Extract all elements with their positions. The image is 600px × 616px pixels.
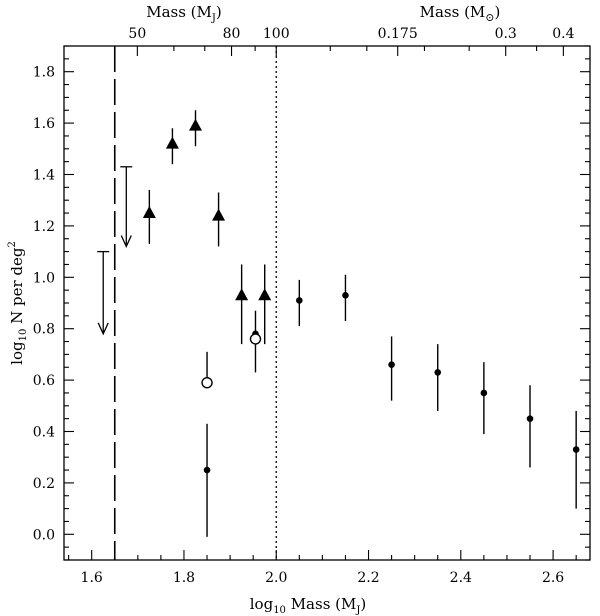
triangle-marker [235,288,249,301]
top-tick-label: 0.3 [495,26,517,42]
y-tick-label: 0.2 [33,476,55,492]
top-axis-right-title-symbol: ⊙ [485,11,494,24]
x-axis-title-rest: Mass (M [286,595,356,613]
y-tick-label: 1.0 [33,270,55,286]
triangle-marker [142,206,156,219]
top-tick-label: 50 [128,26,146,42]
filled-circle-marker [480,389,488,397]
x-axis-title: log10 Mass (MJ) [250,595,367,616]
y-tick-label: 1.6 [33,116,55,132]
filled-circle-marker [434,369,442,376]
x-axis-title-sub2: J [355,605,360,616]
filled-circle-marker [296,297,303,304]
y-tick-label: 1.4 [33,168,55,184]
x-tick-label: 2.0 [265,570,287,586]
x-axis-title-sub: 10 [273,605,286,616]
data-marks [97,110,580,537]
y-axis-title-rest: N per deg [8,247,26,329]
x-axis-ticks: 1.6 1.8 2.0 2.2 2.4 2.6 [68,550,577,586]
x-tick-label: 2.4 [450,570,472,586]
top-tick-label: 100 [263,26,290,42]
triangle-marker [165,136,179,149]
filled-circle-marker [572,446,580,453]
y-tick-label: 1.2 [33,219,55,235]
top-tick-label: 0.175 [378,26,418,42]
x-tick-label: 1.6 [81,570,103,586]
x-tick-label: 2.6 [542,570,564,586]
top-axis-right-title: Mass (M⊙) [420,3,501,24]
filled-circle-marker [342,291,349,299]
upper-limit-arrowhead [97,322,109,336]
top-axis-left-title-sub: J [211,13,216,24]
upper-limit-arrowhead [120,235,132,249]
top-axis-left-title-close: ) [216,3,222,21]
filled-circle-marker [388,361,395,368]
filled-circle-marker [203,466,211,474]
y-axis-title-sup: 2 [7,241,18,247]
plot-frame [63,45,591,561]
y-axis-title-log: log [8,341,26,365]
y-tick-label: 0.4 [33,425,55,441]
y-tick-label: 0.8 [33,322,55,338]
x-axis-title-close: ) [360,595,366,613]
top-axis-ticks: 50 80 100 0.175 0.3 0.4 [128,26,575,56]
top-axis-right-title-text: Mass (M [420,3,486,21]
open-circle-marker [249,333,262,345]
y-tick-label: 0.0 [33,527,55,543]
top-axis-left-title-text: Mass (M [146,3,212,21]
top-axis-left-title: Mass (MJ) [146,3,222,24]
open-circle-marker [201,376,213,389]
triangle-marker [189,118,202,131]
top-axis-right-title-close: ) [495,3,501,21]
x-tick-label: 1.8 [173,570,195,586]
triangle-marker [258,288,272,301]
x-tick-label: 2.2 [357,570,379,586]
reference-lines [113,46,277,560]
y-tick-label: 1.8 [33,65,55,81]
x-axis-title-log: log [250,595,274,613]
triangle-marker [212,208,226,221]
y-axis-title: log10 N per deg2 [7,241,29,365]
top-tick-label: 80 [223,26,241,42]
y-axis-title-sub: 10 [18,329,29,342]
y-tick-label: 0.6 [33,373,55,389]
top-tick-label: 0.4 [552,26,574,42]
y-axis-ticks: 0.0 0.2 0.4 0.6 0.8 1.0 1.2 1.4 1.6 1.8 [33,45,590,561]
filled-circle-marker [526,415,534,422]
